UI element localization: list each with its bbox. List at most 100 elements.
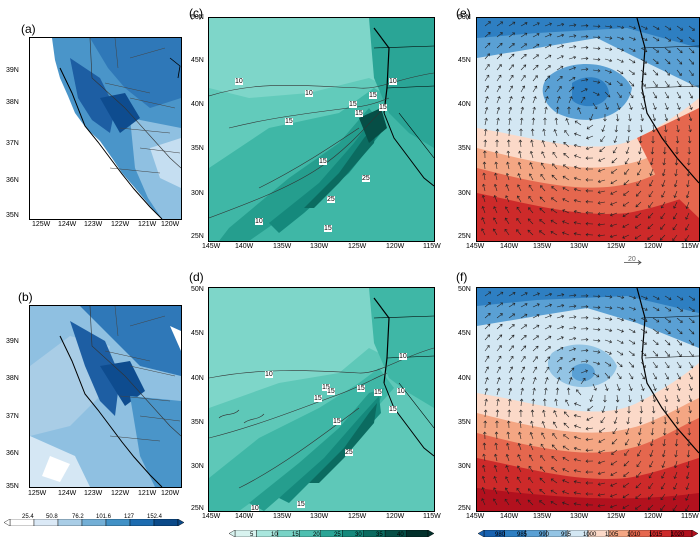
wind-vector bbox=[610, 493, 618, 498]
wind-vector bbox=[585, 470, 594, 474]
wind-vector bbox=[573, 221, 582, 225]
wind-vector bbox=[532, 292, 540, 297]
panel-d-contour-label: 15 bbox=[333, 418, 341, 425]
wind-vector bbox=[628, 361, 635, 368]
panel-b-lon-label: 122W bbox=[111, 490, 130, 497]
wind-vector bbox=[580, 67, 589, 71]
wind-vector bbox=[504, 498, 510, 506]
wind-vector bbox=[647, 504, 654, 511]
wind-vector bbox=[507, 409, 511, 418]
wind-vector bbox=[504, 206, 510, 214]
wind-vector bbox=[508, 313, 516, 319]
ivt-colorbar bbox=[228, 524, 435, 538]
panel-d-map: 10 10 15 15 15 15 15 15 25 15 10 10 15 bbox=[208, 287, 435, 512]
wind-vector bbox=[528, 207, 534, 214]
wind-vector bbox=[652, 339, 659, 346]
wind-vector bbox=[496, 21, 504, 27]
wind-vector bbox=[616, 339, 624, 344]
wind-vector bbox=[508, 96, 513, 104]
panel-d-contour-label: 25 bbox=[345, 449, 353, 456]
wind-vector bbox=[520, 43, 528, 49]
wind-vector bbox=[649, 168, 654, 176]
wind-vector bbox=[664, 69, 670, 76]
wind-vector bbox=[673, 482, 678, 490]
wind-vector bbox=[568, 34, 577, 38]
wind-vector bbox=[519, 398, 524, 407]
wind-vector bbox=[661, 190, 666, 198]
panel-a-lat-label: 35N bbox=[6, 212, 19, 219]
wind-vector bbox=[672, 504, 678, 511]
wind-vector bbox=[604, 36, 613, 40]
wind-vector bbox=[616, 102, 621, 110]
wind-vector bbox=[493, 464, 498, 473]
ivt-colorbar-label: 25 bbox=[334, 532, 341, 538]
wind-vector bbox=[664, 306, 672, 312]
wind-vector bbox=[573, 502, 582, 506]
wind-vector bbox=[592, 294, 601, 299]
wind-vector bbox=[484, 53, 490, 60]
wind-vector bbox=[623, 179, 630, 186]
wind-vector bbox=[616, 91, 622, 98]
wind-vector bbox=[482, 161, 487, 170]
wind-vector bbox=[628, 328, 636, 334]
panel-a-map bbox=[29, 37, 182, 220]
wind-vector bbox=[530, 139, 534, 148]
wind-vector bbox=[495, 139, 499, 148]
wind-vector bbox=[676, 361, 682, 369]
wind-vector bbox=[674, 168, 678, 177]
panel-c-lon-label: 125W bbox=[348, 243, 367, 250]
wind-vector bbox=[532, 377, 537, 385]
panel-d-lon-label: 145W bbox=[202, 513, 221, 520]
wind-vector bbox=[585, 481, 594, 485]
wind-vector bbox=[622, 482, 630, 488]
wind-vector bbox=[585, 503, 594, 507]
wind-vector bbox=[505, 453, 510, 462]
wind-vector bbox=[506, 150, 511, 159]
wind-vector bbox=[609, 234, 618, 239]
panel-c-lat-label: 45N bbox=[191, 57, 204, 64]
wind-vector bbox=[495, 420, 499, 429]
wind-vector bbox=[628, 102, 633, 110]
wind-vector bbox=[552, 433, 558, 440]
wind-vector bbox=[635, 504, 642, 510]
wind-vector bbox=[640, 317, 648, 323]
wind-vector bbox=[592, 316, 601, 321]
wind-vector bbox=[483, 409, 488, 418]
wind-vector bbox=[574, 154, 582, 159]
wind-vector bbox=[652, 328, 659, 334]
wind-vector bbox=[597, 168, 606, 173]
wind-vector bbox=[622, 234, 630, 239]
wind-vector bbox=[494, 161, 498, 170]
wind-vector bbox=[651, 135, 655, 144]
wind-vector bbox=[652, 102, 657, 110]
wind-vector bbox=[688, 306, 695, 312]
wind-vector bbox=[687, 416, 692, 425]
wind-vector bbox=[532, 96, 537, 104]
wind-vector bbox=[544, 33, 552, 38]
wind-vector bbox=[520, 54, 527, 60]
wind-vector bbox=[492, 498, 498, 506]
wind-vector bbox=[660, 482, 666, 490]
wind-vector bbox=[613, 135, 618, 144]
wind-vector bbox=[484, 64, 490, 71]
wind-vector bbox=[672, 223, 678, 231]
wind-vector bbox=[652, 361, 658, 369]
panel-f-lat-label: 40N bbox=[458, 375, 471, 382]
wind-vector bbox=[544, 22, 553, 27]
wind-vector bbox=[672, 234, 678, 241]
wind-vector bbox=[568, 315, 577, 319]
wind-vector bbox=[519, 128, 523, 137]
wind-vector bbox=[532, 366, 538, 374]
wind-vector bbox=[611, 168, 618, 174]
wind-vector bbox=[585, 448, 594, 453]
wind-vector bbox=[556, 96, 561, 104]
wind-vector bbox=[661, 168, 666, 177]
wind-vector bbox=[627, 405, 631, 414]
wind-vector bbox=[663, 416, 668, 425]
wind-vector bbox=[505, 465, 510, 473]
panel-f-map bbox=[476, 287, 700, 512]
wind-vector bbox=[555, 106, 560, 115]
wind-vector bbox=[628, 394, 632, 403]
panel-a-lat-label: 39N bbox=[6, 67, 19, 74]
wind-vector bbox=[507, 128, 512, 137]
